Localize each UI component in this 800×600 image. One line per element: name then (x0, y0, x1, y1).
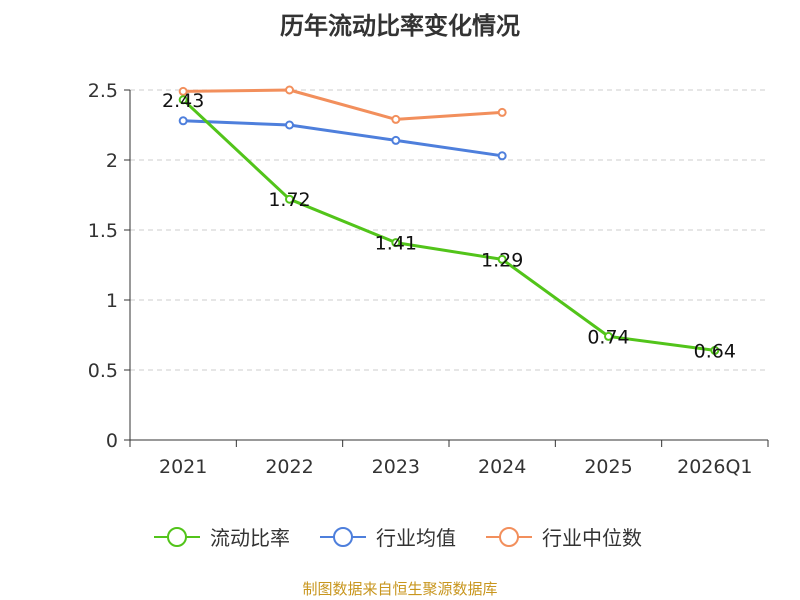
data-point (285, 85, 294, 95)
data-label: 0.64 (694, 340, 736, 362)
y-tick-label: 2.5 (88, 80, 118, 102)
data-point (710, 345, 720, 355)
x-tick-label: 2024 (478, 456, 526, 478)
chart-title: 历年流动比率变化情况 (280, 12, 520, 40)
data-point (391, 135, 401, 145)
data-label: 1.29 (481, 249, 523, 271)
data-point (285, 194, 294, 204)
legend-label: 行业中位数 (542, 526, 642, 550)
legend-label: 行业均值 (376, 526, 456, 550)
data-point (497, 254, 507, 264)
y-tick-label: 2 (106, 150, 118, 172)
legend-marker (167, 527, 187, 547)
series-line-1 (182, 98, 716, 352)
data-point (178, 95, 188, 105)
y-tick-label: 1 (106, 290, 118, 312)
data-point (604, 331, 613, 341)
series-line-2 (183, 119, 503, 158)
legend-label: 流动比率 (210, 526, 290, 550)
x-tick-label: 2021 (159, 456, 207, 478)
y-tick-label: 0.5 (88, 360, 118, 382)
y-tick-label: 1.5 (88, 220, 118, 242)
series-line-3 (183, 88, 503, 121)
data-point (391, 114, 401, 124)
x-tick-label: 2025 (584, 456, 632, 478)
data-point (178, 116, 188, 126)
data-label: 2.43 (162, 90, 204, 112)
y-tick-label: 0 (106, 430, 118, 452)
data-point (285, 120, 294, 130)
x-tick-label: 2026Q1 (677, 456, 752, 478)
data-point (178, 86, 188, 96)
data-label: 1.72 (268, 189, 310, 211)
legend-marker (499, 527, 519, 547)
data-label: 0.74 (587, 326, 629, 348)
data-point (391, 238, 401, 248)
x-tick-label: 2023 (372, 456, 420, 478)
x-tick-label: 2022 (265, 456, 313, 478)
data-point (497, 107, 507, 117)
source-note: 制图数据来自恒生聚源数据库 (302, 580, 498, 598)
legend-marker (333, 527, 353, 547)
data-point (497, 151, 507, 161)
data-label: 1.41 (375, 233, 417, 255)
